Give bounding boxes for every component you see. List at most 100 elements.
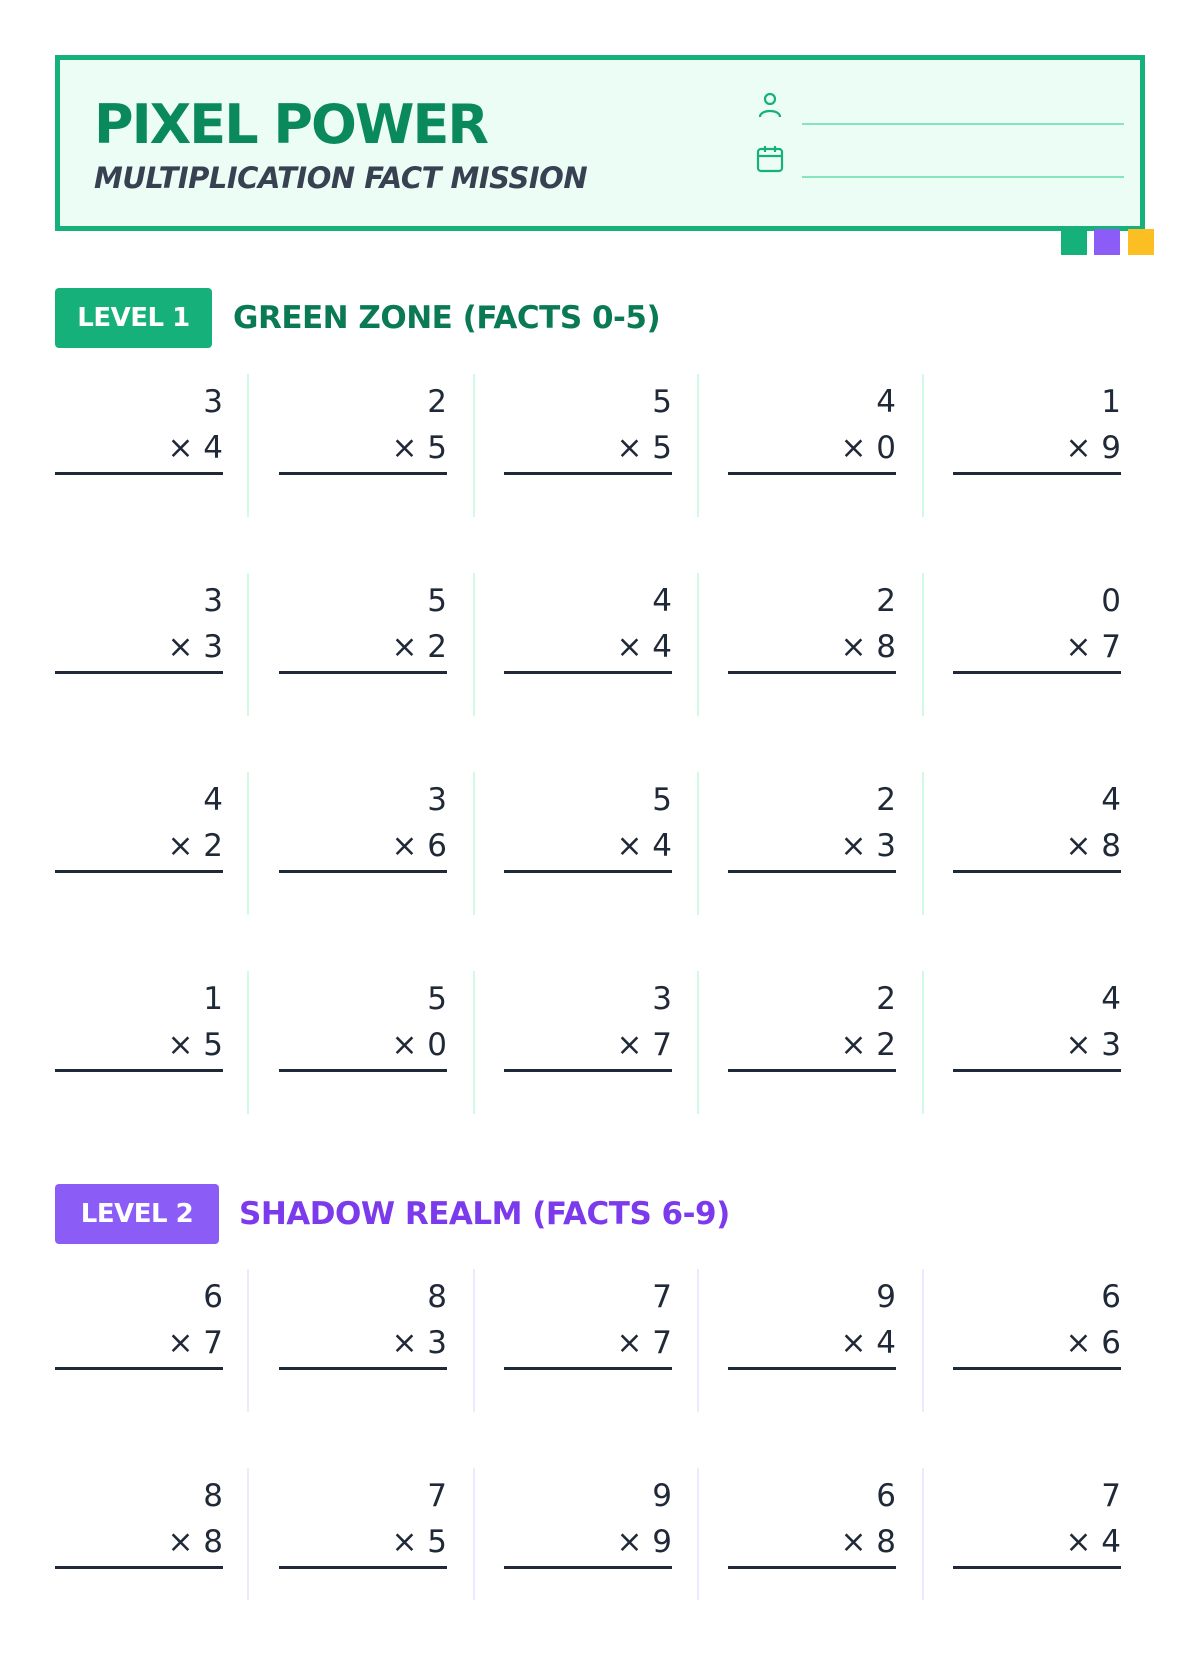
name-field[interactable] — [802, 123, 1124, 125]
answer-line[interactable] — [728, 1367, 896, 1370]
multiplier: × 0 — [391, 1027, 447, 1063]
multiplier: × 5 — [391, 430, 447, 466]
problem-grid: 3 × 4 2 × 5 5 × 5 4 × 0 1 × 9 3 × 3 5 × 2 4 × 4 2 × 8 0 × 7… — [55, 372, 1125, 1168]
column-divider — [473, 573, 475, 716]
answer-line[interactable] — [279, 1367, 447, 1370]
problem-cell[interactable]: 4 × 0 — [728, 372, 896, 512]
problem-cell[interactable]: 4 × 4 — [504, 571, 672, 711]
problem-cell[interactable]: 4 × 2 — [55, 770, 223, 910]
multiplier: × 0 — [840, 430, 896, 466]
worksheet-subtitle: MULTIPLICATION FACT MISSION — [94, 161, 588, 195]
problem-cell[interactable]: 9 × 4 — [728, 1267, 896, 1407]
answer-line[interactable] — [279, 671, 447, 674]
answer-line[interactable] — [953, 1566, 1121, 1569]
color-swatch — [1061, 229, 1087, 255]
multiplier: × 3 — [840, 828, 896, 864]
problem-cell[interactable]: 5 × 4 — [504, 770, 672, 910]
problem-cell[interactable]: 5 × 2 — [279, 571, 447, 711]
answer-line[interactable] — [728, 472, 896, 475]
answer-line[interactable] — [55, 1566, 223, 1569]
problem-cell[interactable]: 1 × 9 — [953, 372, 1121, 512]
answer-line[interactable] — [279, 1069, 447, 1072]
answer-line[interactable] — [953, 870, 1121, 873]
problem-grid: 6 × 7 8 × 3 7 × 7 9 × 4 6 × 6 8 × 8 7 × 5 9 × 9 6 × 8 7 × 4 — [55, 1267, 1125, 1665]
answer-line[interactable] — [953, 671, 1121, 674]
level-badge: LEVEL 1 — [55, 288, 212, 348]
problem-cell[interactable]: 9 × 9 — [504, 1466, 672, 1606]
answer-line[interactable] — [728, 870, 896, 873]
multiplier: × 9 — [1065, 430, 1121, 466]
answer-line[interactable] — [728, 1566, 896, 1569]
answer-line[interactable] — [279, 870, 447, 873]
multiplier: × 5 — [391, 1524, 447, 1560]
worksheet-header: PIXEL POWER MULTIPLICATION FACT MISSION — [55, 55, 1145, 231]
column-divider — [697, 374, 699, 517]
problem-cell[interactable]: 1 × 5 — [55, 969, 223, 1109]
answer-line[interactable] — [728, 1069, 896, 1072]
multiplicand: 2 — [427, 384, 447, 420]
problem-cell[interactable]: 3 × 4 — [55, 372, 223, 512]
multiplicand: 7 — [1101, 1478, 1121, 1514]
multiplicand: 1 — [1101, 384, 1121, 420]
problem-cell[interactable]: 2 × 2 — [728, 969, 896, 1109]
problem-cell[interactable]: 7 × 4 — [953, 1466, 1121, 1606]
multiplicand: 0 — [1101, 583, 1121, 619]
multiplier: × 8 — [167, 1524, 223, 1560]
problem-cell[interactable]: 6 × 6 — [953, 1267, 1121, 1407]
column-divider — [697, 1468, 699, 1600]
multiplier: × 2 — [167, 828, 223, 864]
column-divider — [247, 971, 249, 1114]
problem-cell[interactable]: 3 × 6 — [279, 770, 447, 910]
problem-cell[interactable]: 7 × 5 — [279, 1466, 447, 1606]
problem-cell[interactable]: 6 × 8 — [728, 1466, 896, 1606]
date-field[interactable] — [802, 176, 1124, 178]
multiplicand: 6 — [876, 1478, 896, 1514]
problem-cell[interactable]: 8 × 8 — [55, 1466, 223, 1606]
answer-line[interactable] — [953, 472, 1121, 475]
multiplier: × 2 — [391, 629, 447, 665]
answer-line[interactable] — [953, 1367, 1121, 1370]
multiplier: × 3 — [1065, 1027, 1121, 1063]
answer-line[interactable] — [504, 1367, 672, 1370]
problem-cell[interactable]: 7 × 7 — [504, 1267, 672, 1407]
answer-line[interactable] — [55, 870, 223, 873]
multiplicand: 5 — [427, 981, 447, 1017]
column-divider — [247, 1269, 249, 1412]
answer-line[interactable] — [55, 472, 223, 475]
problem-cell[interactable]: 4 × 8 — [953, 770, 1121, 910]
multiplier: × 8 — [840, 629, 896, 665]
multiplier: × 8 — [1065, 828, 1121, 864]
column-divider — [922, 772, 924, 915]
problem-cell[interactable]: 6 × 7 — [55, 1267, 223, 1407]
problem-cell[interactable]: 0 × 7 — [953, 571, 1121, 711]
answer-line[interactable] — [504, 1069, 672, 1072]
answer-line[interactable] — [279, 1566, 447, 1569]
problem-cell[interactable]: 3 × 3 — [55, 571, 223, 711]
problem-cell[interactable]: 8 × 3 — [279, 1267, 447, 1407]
answer-line[interactable] — [953, 1069, 1121, 1072]
multiplicand: 4 — [876, 384, 896, 420]
problem-cell[interactable]: 3 × 7 — [504, 969, 672, 1109]
answer-line[interactable] — [504, 472, 672, 475]
problem-cell[interactable]: 5 × 5 — [504, 372, 672, 512]
column-divider — [922, 971, 924, 1114]
answer-line[interactable] — [55, 671, 223, 674]
problem-cell[interactable]: 2 × 3 — [728, 770, 896, 910]
problem-cell[interactable]: 5 × 0 — [279, 969, 447, 1109]
answer-line[interactable] — [504, 671, 672, 674]
answer-line[interactable] — [55, 1367, 223, 1370]
problem-cell[interactable]: 2 × 5 — [279, 372, 447, 512]
multiplicand: 4 — [1101, 981, 1121, 1017]
answer-line[interactable] — [728, 671, 896, 674]
column-divider — [922, 573, 924, 716]
color-swatch — [1094, 229, 1120, 255]
answer-line[interactable] — [504, 870, 672, 873]
multiplicand: 4 — [652, 583, 672, 619]
multiplier: × 6 — [1065, 1325, 1121, 1361]
answer-line[interactable] — [55, 1069, 223, 1072]
problem-cell[interactable]: 2 × 8 — [728, 571, 896, 711]
answer-line[interactable] — [279, 472, 447, 475]
worksheet-title: PIXEL POWER — [94, 93, 489, 156]
answer-line[interactable] — [504, 1566, 672, 1569]
problem-cell[interactable]: 4 × 3 — [953, 969, 1121, 1109]
